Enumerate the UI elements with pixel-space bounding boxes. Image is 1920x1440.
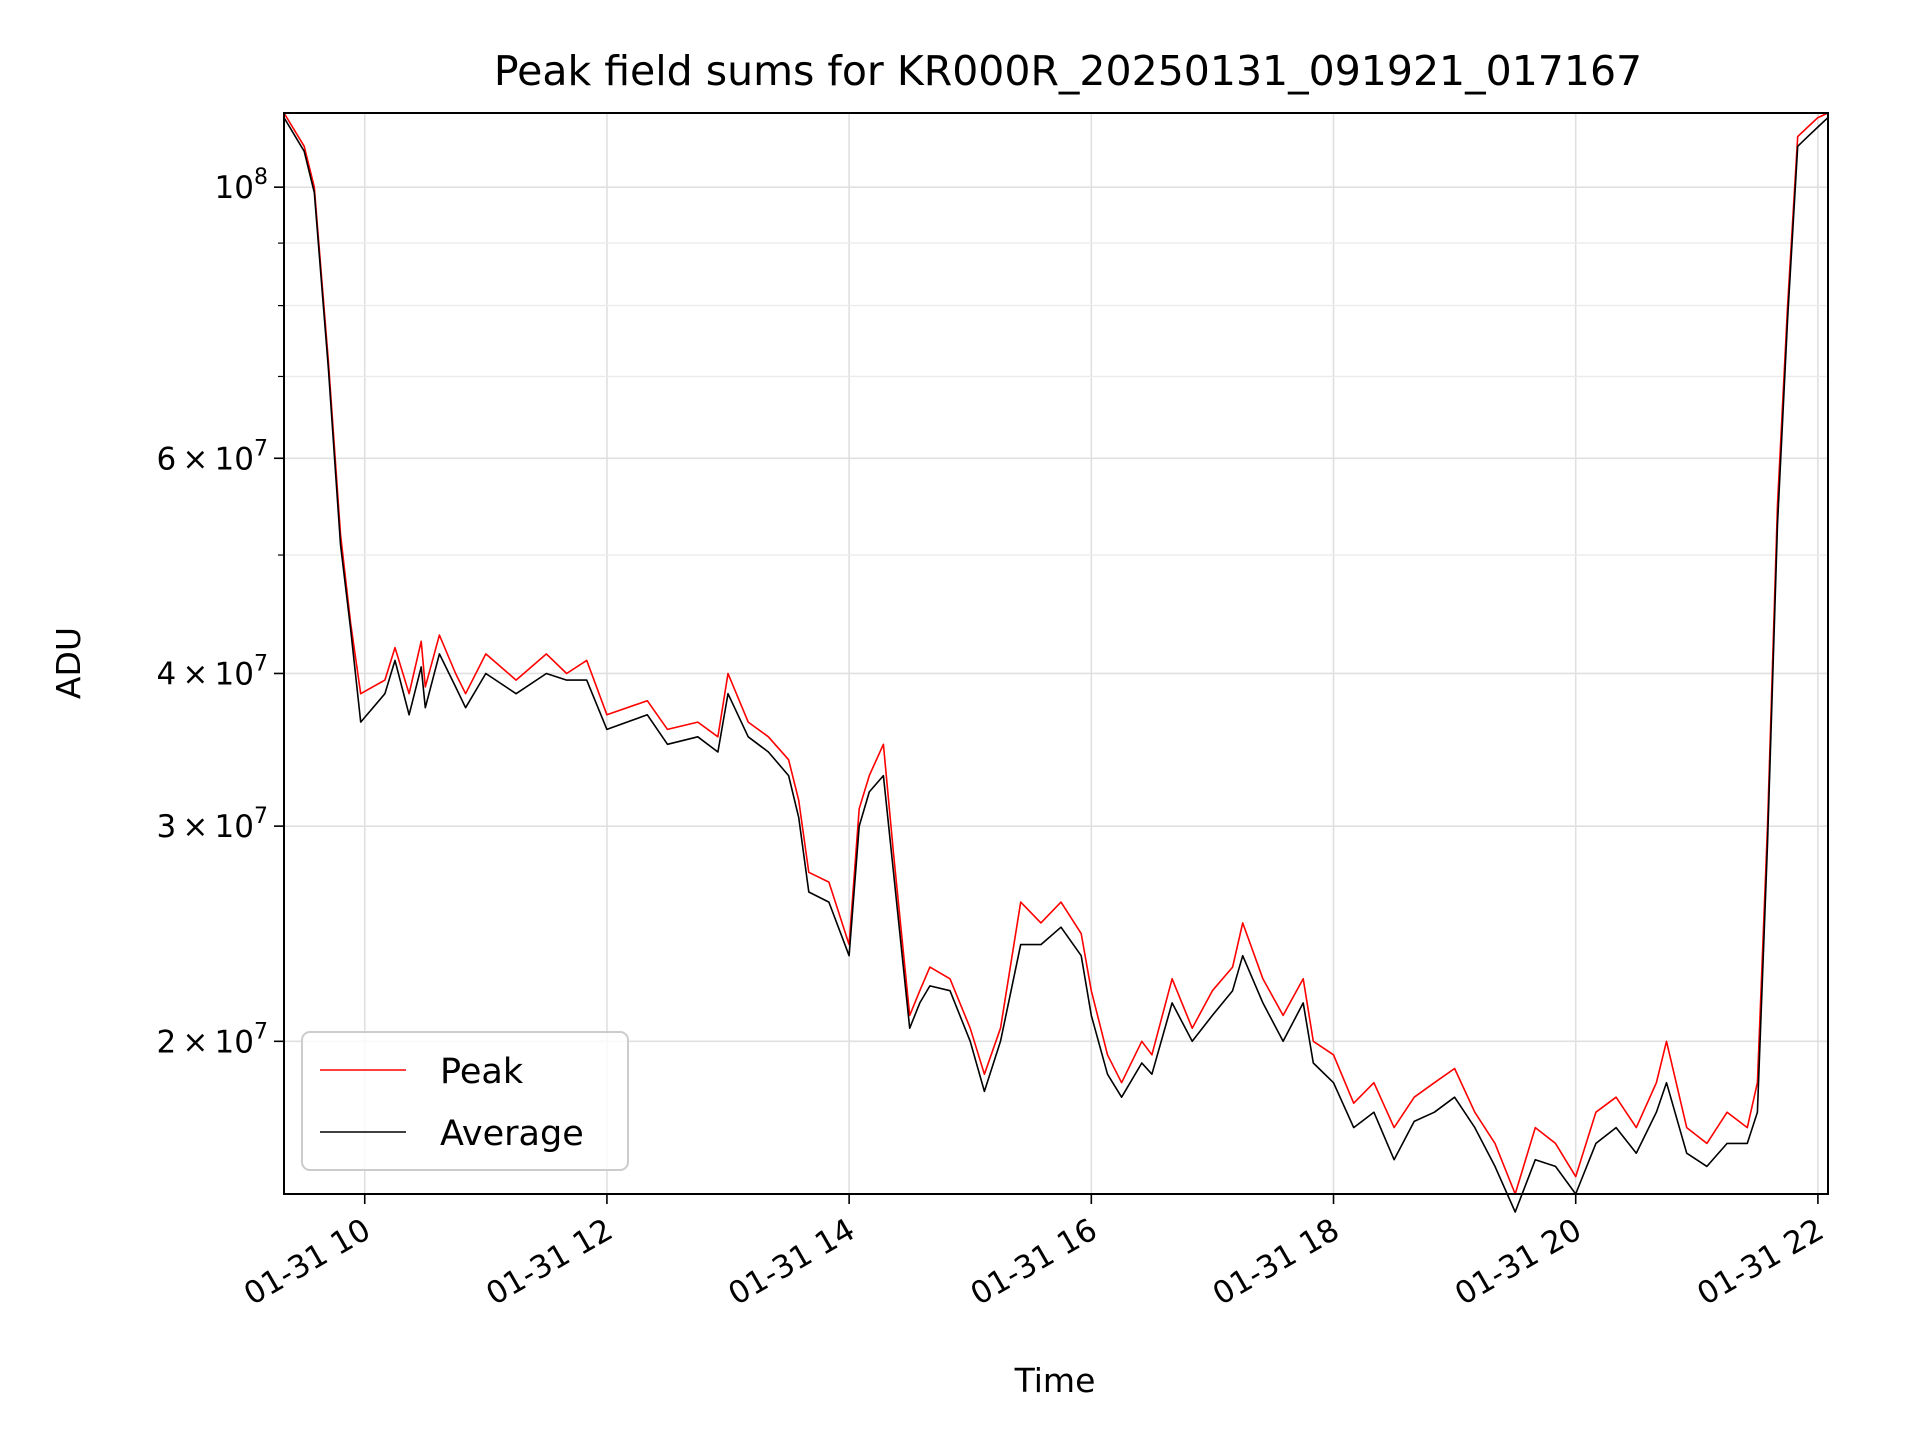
x-axis-label: Time bbox=[1014, 1361, 1096, 1400]
y-tick-label: 108 bbox=[215, 165, 268, 206]
legend-box bbox=[301, 1031, 629, 1171]
series-line-average bbox=[283, 117, 1829, 1213]
y-tick-label: 3 × 107 bbox=[156, 804, 268, 845]
y-axis-label: ADU bbox=[49, 627, 88, 699]
grid-layer bbox=[284, 113, 1828, 1194]
series-line-peak bbox=[283, 112, 1829, 1195]
chart-title: Peak field sums for KR000R_20250131_0919… bbox=[494, 47, 1642, 95]
plot-area-frame bbox=[283, 112, 1829, 1195]
y-tick-label: 6 × 107 bbox=[156, 436, 268, 477]
y-tick-label: 4 × 107 bbox=[156, 651, 268, 692]
y-tick-label: 2 × 107 bbox=[156, 1019, 268, 1060]
legend-label-average: Average bbox=[440, 1114, 584, 1154]
legend: Peak Average bbox=[301, 1031, 629, 1171]
legend-label-peak: Peak bbox=[440, 1052, 524, 1092]
series-layer bbox=[283, 112, 1829, 1213]
